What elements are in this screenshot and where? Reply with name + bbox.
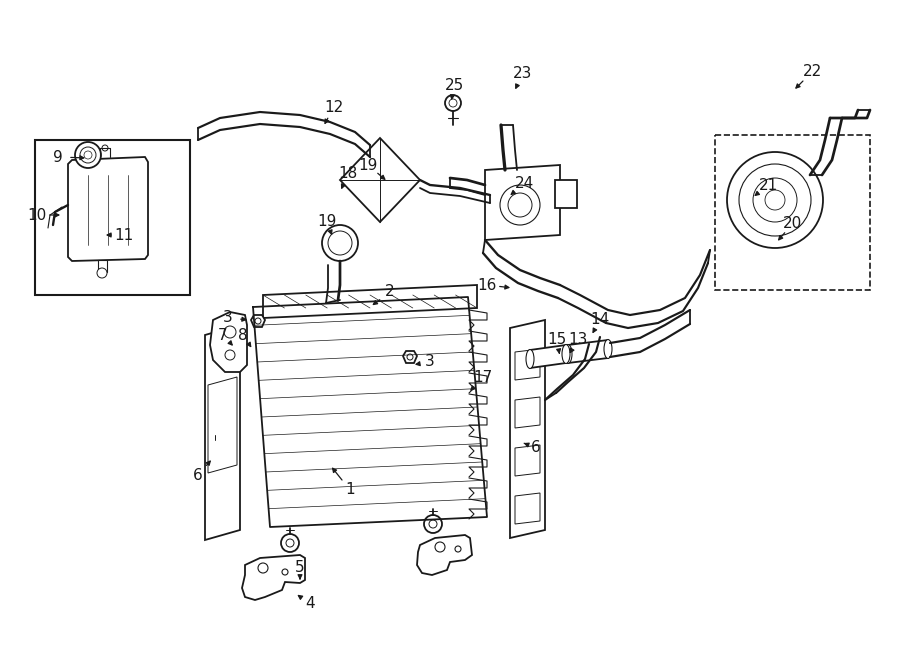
Bar (98, 260, 107, 272)
Text: 15: 15 (547, 332, 567, 348)
Text: 17: 17 (473, 371, 492, 385)
Text: 3: 3 (425, 354, 435, 369)
Polygon shape (403, 351, 417, 363)
Circle shape (508, 193, 532, 217)
Circle shape (407, 354, 413, 360)
Bar (715, 135, 870, 290)
Circle shape (258, 563, 268, 573)
Text: 9: 9 (53, 149, 63, 165)
Circle shape (739, 164, 811, 236)
Text: 8: 8 (238, 327, 248, 342)
Circle shape (97, 268, 107, 278)
Text: 16: 16 (477, 278, 497, 293)
Circle shape (429, 520, 437, 528)
Text: 19: 19 (358, 157, 378, 173)
Text: 6: 6 (531, 440, 541, 455)
Circle shape (424, 515, 442, 533)
Text: 23: 23 (513, 65, 533, 81)
Circle shape (753, 178, 797, 222)
Circle shape (80, 147, 96, 163)
Circle shape (84, 151, 92, 159)
Text: 6: 6 (194, 467, 202, 483)
Circle shape (225, 350, 235, 360)
Circle shape (765, 190, 785, 210)
Polygon shape (485, 165, 560, 240)
Circle shape (224, 326, 236, 338)
Polygon shape (68, 157, 148, 261)
Polygon shape (210, 312, 247, 372)
Polygon shape (510, 320, 545, 538)
Polygon shape (515, 493, 540, 524)
Text: 21: 21 (759, 178, 778, 192)
Circle shape (500, 185, 540, 225)
Polygon shape (417, 535, 472, 575)
Text: 2: 2 (385, 284, 395, 299)
Text: 18: 18 (338, 167, 357, 182)
Ellipse shape (564, 344, 572, 364)
Circle shape (286, 539, 294, 547)
Circle shape (445, 95, 461, 111)
Ellipse shape (562, 344, 570, 364)
Circle shape (455, 546, 461, 552)
Circle shape (281, 534, 299, 552)
Text: 3: 3 (223, 311, 233, 325)
Circle shape (255, 318, 261, 324)
Text: 13: 13 (568, 332, 588, 348)
Text: 5: 5 (295, 561, 305, 576)
Polygon shape (568, 340, 608, 363)
Text: 20: 20 (783, 215, 803, 231)
Text: 14: 14 (590, 313, 609, 327)
Circle shape (322, 225, 358, 261)
Polygon shape (515, 349, 540, 380)
Circle shape (102, 145, 108, 151)
Text: 12: 12 (324, 100, 344, 114)
Text: 19: 19 (318, 215, 337, 229)
Circle shape (328, 231, 352, 255)
Text: 4: 4 (305, 596, 315, 611)
Polygon shape (208, 377, 237, 473)
Ellipse shape (526, 350, 534, 368)
Polygon shape (205, 325, 240, 540)
Polygon shape (340, 138, 420, 222)
Text: 22: 22 (803, 65, 822, 79)
Polygon shape (530, 345, 566, 368)
Bar (555, 180, 577, 208)
Polygon shape (515, 397, 540, 428)
Circle shape (449, 99, 457, 107)
Text: 25: 25 (445, 77, 464, 93)
Polygon shape (515, 445, 540, 476)
Ellipse shape (604, 340, 612, 358)
Text: 7: 7 (218, 327, 228, 342)
Text: 11: 11 (114, 227, 133, 243)
Bar (35, 140, 190, 295)
Circle shape (727, 152, 823, 248)
Polygon shape (263, 285, 477, 318)
Polygon shape (251, 315, 265, 327)
Text: 10: 10 (27, 208, 47, 223)
Circle shape (75, 142, 101, 168)
Polygon shape (242, 555, 305, 600)
Text: 24: 24 (515, 176, 534, 192)
Circle shape (435, 542, 445, 552)
Circle shape (282, 569, 288, 575)
Text: 1: 1 (346, 483, 355, 498)
